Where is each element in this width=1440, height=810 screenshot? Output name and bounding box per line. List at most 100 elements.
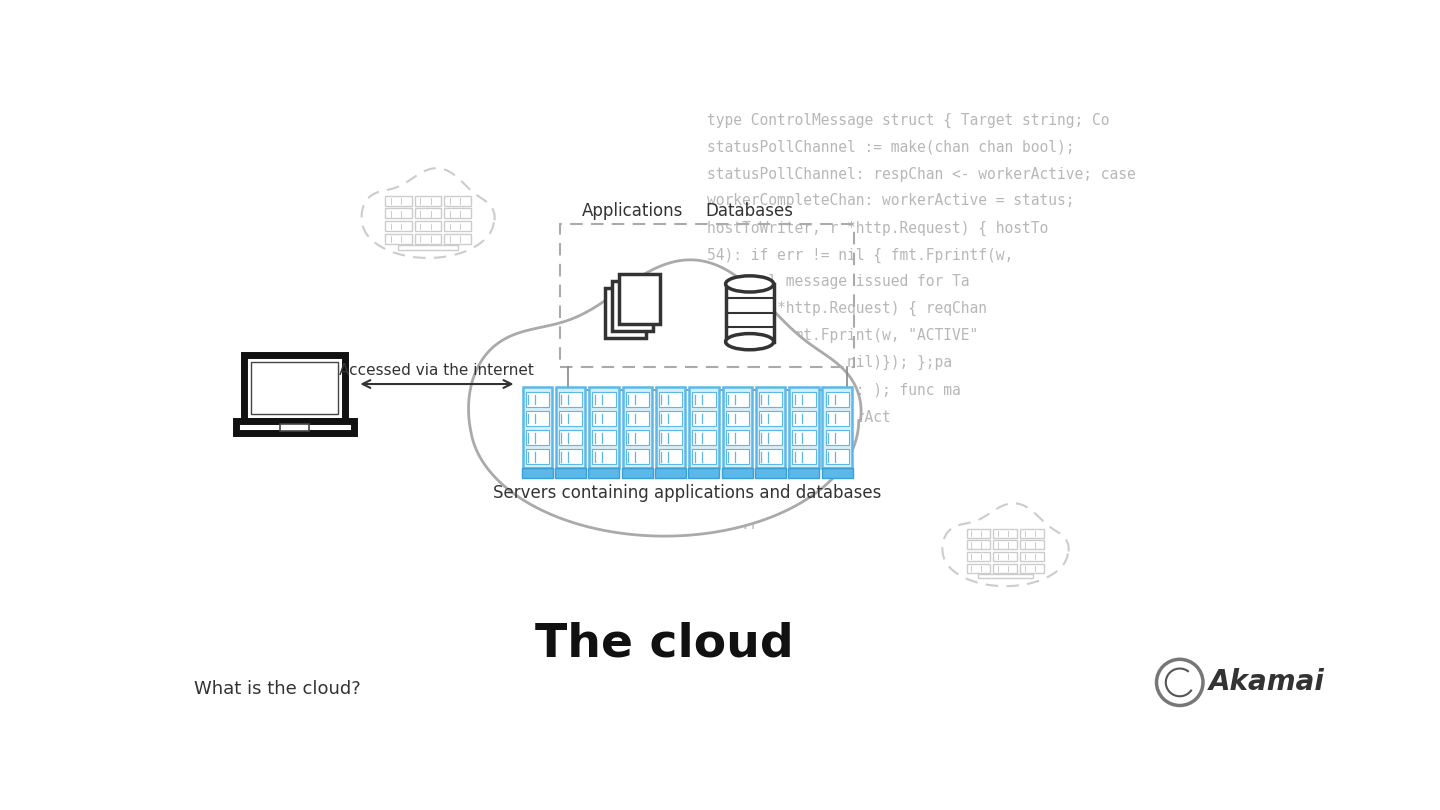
FancyBboxPatch shape (726, 411, 749, 425)
FancyBboxPatch shape (415, 221, 441, 232)
FancyBboxPatch shape (415, 208, 441, 219)
FancyBboxPatch shape (1021, 564, 1044, 573)
FancyBboxPatch shape (693, 411, 716, 425)
Ellipse shape (726, 276, 773, 292)
FancyBboxPatch shape (822, 468, 852, 479)
FancyBboxPatch shape (386, 196, 412, 206)
FancyBboxPatch shape (415, 234, 441, 244)
FancyBboxPatch shape (759, 411, 782, 425)
FancyBboxPatch shape (622, 468, 652, 479)
FancyBboxPatch shape (759, 450, 782, 464)
Ellipse shape (726, 334, 773, 350)
FancyBboxPatch shape (559, 392, 582, 407)
Text: Servers containing applications and databases: Servers containing applications and data… (492, 484, 881, 501)
FancyBboxPatch shape (592, 430, 615, 445)
FancyBboxPatch shape (690, 387, 719, 468)
FancyBboxPatch shape (386, 221, 412, 232)
FancyBboxPatch shape (622, 387, 652, 468)
FancyBboxPatch shape (526, 450, 549, 464)
FancyBboxPatch shape (966, 564, 991, 573)
Text: 54): if err != nil { fmt.Fprintf(w,: 54): if err != nil { fmt.Fprintf(w, (707, 247, 1014, 262)
Text: chan bool): workerAct: chan bool): workerAct (707, 409, 891, 424)
FancyBboxPatch shape (589, 387, 619, 468)
PathPatch shape (361, 168, 495, 258)
FancyBboxPatch shape (625, 392, 649, 407)
FancyBboxPatch shape (589, 468, 619, 479)
FancyBboxPatch shape (559, 411, 582, 425)
FancyBboxPatch shape (523, 387, 552, 468)
FancyBboxPatch shape (445, 221, 471, 232)
Text: What is the cloud?: What is the cloud? (194, 680, 360, 697)
FancyBboxPatch shape (245, 355, 346, 420)
FancyBboxPatch shape (655, 387, 685, 468)
FancyBboxPatch shape (1021, 552, 1044, 561)
FancyBboxPatch shape (1021, 529, 1044, 538)
Text: func, Count int64: ); func ma: func, Count int64: ); func ma (707, 382, 960, 397)
FancyBboxPatch shape (526, 392, 549, 407)
FancyBboxPatch shape (788, 468, 819, 479)
FancyBboxPatch shape (445, 196, 471, 206)
FancyBboxPatch shape (789, 387, 818, 468)
FancyBboxPatch shape (825, 411, 848, 425)
FancyBboxPatch shape (655, 468, 685, 479)
FancyBboxPatch shape (386, 234, 412, 244)
Text: Databases: Databases (706, 202, 793, 220)
Text: Applications: Applications (582, 202, 684, 220)
Text: wdserve( 1337", nil)}); };pa: wdserve( 1337", nil)}); };pa (707, 355, 952, 370)
FancyBboxPatch shape (660, 450, 683, 464)
FancyBboxPatch shape (994, 529, 1017, 538)
Text: Accessed via the internet: Accessed via the internet (340, 363, 534, 377)
FancyBboxPatch shape (726, 284, 773, 342)
FancyBboxPatch shape (386, 208, 412, 219)
FancyBboxPatch shape (825, 430, 848, 445)
PathPatch shape (468, 260, 861, 536)
FancyBboxPatch shape (822, 387, 852, 468)
FancyBboxPatch shape (994, 540, 1017, 549)
FancyBboxPatch shape (756, 387, 785, 468)
FancyBboxPatch shape (236, 420, 354, 433)
FancyBboxPatch shape (792, 450, 815, 464)
FancyBboxPatch shape (415, 196, 441, 206)
FancyBboxPatch shape (966, 552, 991, 561)
FancyBboxPatch shape (688, 468, 720, 479)
FancyBboxPatch shape (726, 450, 749, 464)
FancyBboxPatch shape (660, 430, 683, 445)
FancyBboxPatch shape (612, 281, 652, 331)
FancyBboxPatch shape (966, 540, 991, 549)
FancyBboxPatch shape (521, 468, 553, 479)
FancyBboxPatch shape (723, 387, 752, 468)
FancyBboxPatch shape (559, 450, 582, 464)
FancyBboxPatch shape (445, 234, 471, 244)
FancyBboxPatch shape (792, 430, 815, 445)
Text: statusPollChannel: respChan <- workerActive; case: statusPollChannel: respChan <- workerAct… (707, 167, 1136, 181)
FancyBboxPatch shape (792, 411, 815, 425)
Text: result { fmt.Fprint(w, "ACTIVE": result { fmt.Fprint(w, "ACTIVE" (707, 328, 978, 343)
FancyBboxPatch shape (399, 245, 458, 250)
Text: hostToWriter, r *http.Request) { hostTo: hostToWriter, r *http.Request) { hostTo (707, 220, 1048, 236)
PathPatch shape (942, 503, 1068, 586)
FancyBboxPatch shape (592, 411, 615, 425)
FancyBboxPatch shape (693, 430, 716, 445)
FancyBboxPatch shape (994, 552, 1017, 561)
FancyBboxPatch shape (825, 450, 848, 464)
FancyBboxPatch shape (526, 411, 549, 425)
Text: Akamai: Akamai (1210, 668, 1325, 697)
FancyBboxPatch shape (660, 392, 683, 407)
Text: type ControlMessage struct { Target string; Co: type ControlMessage struct { Target stri… (707, 113, 1109, 128)
FancyBboxPatch shape (526, 430, 549, 445)
Text: statusPollChannel := make(chan chan bool);: statusPollChannel := make(chan chan bool… (707, 139, 1074, 155)
FancyBboxPatch shape (994, 564, 1017, 573)
FancyBboxPatch shape (759, 430, 782, 445)
Text: c: func admin(: c: func admin( (707, 463, 829, 478)
FancyBboxPatch shape (625, 411, 649, 425)
FancyBboxPatch shape (592, 450, 615, 464)
FancyBboxPatch shape (619, 274, 660, 324)
Text: ive: case msg :=: ive: case msg := (707, 436, 847, 451)
FancyBboxPatch shape (759, 392, 782, 407)
Text: intf.r: intf.r (707, 517, 759, 532)
FancyBboxPatch shape (556, 387, 585, 468)
Text: The cloud: The cloud (536, 621, 793, 667)
FancyBboxPatch shape (693, 392, 716, 407)
FancyBboxPatch shape (755, 468, 786, 479)
FancyBboxPatch shape (966, 529, 991, 538)
